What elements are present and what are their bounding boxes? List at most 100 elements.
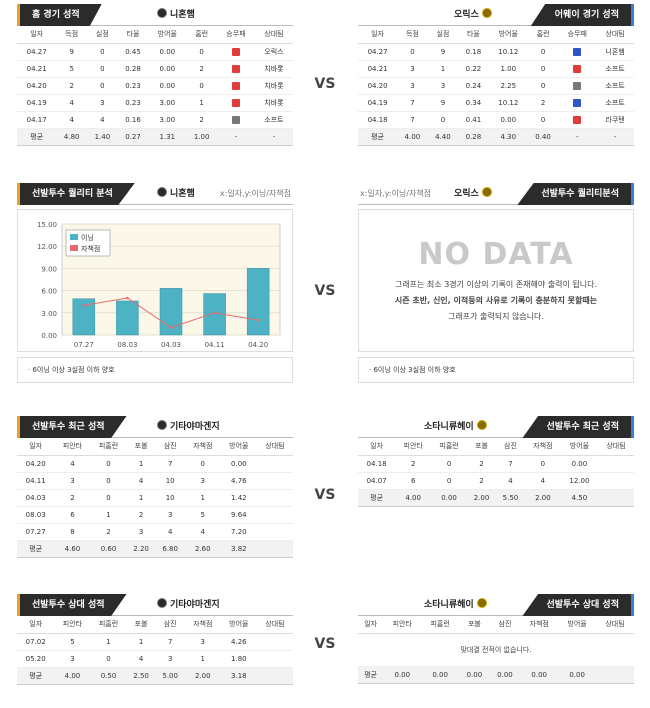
table-cell <box>256 455 293 473</box>
quality-team-label-home: 니혼햄 <box>157 183 195 205</box>
table-cell: 5 <box>184 506 221 524</box>
table-cell: 04.20 <box>17 455 55 473</box>
x-tick-label: 08.03 <box>117 341 137 349</box>
average-cell: 4.00 <box>395 489 432 507</box>
table-cell: 3.00 <box>148 94 187 112</box>
column-header: 득점 <box>397 26 428 44</box>
table-cell: 10.12 <box>488 94 528 112</box>
average-cell: 4.30 <box>488 128 528 146</box>
line-point <box>256 318 260 322</box>
table-cell: 04.17 <box>17 111 57 129</box>
result-badge-icon <box>231 115 240 124</box>
table-cell: 2 <box>126 506 156 524</box>
average-cell: 평균 <box>358 128 398 146</box>
nipponham-logo-icon <box>157 8 167 18</box>
column-header: 상대팀 <box>254 26 293 44</box>
table-cell: 04.20 <box>358 77 398 95</box>
average-cell: 1.00 <box>186 128 217 146</box>
column-header: 승무패 <box>216 26 255 44</box>
legend-label-inning: 이닝 <box>81 233 94 242</box>
table-row: 04.20 3 3 0.24 2.25 0 소프트 <box>358 77 634 95</box>
table-cell <box>256 523 293 541</box>
pitcher-vs-panel-away: 소타니류헤이 선발투수 상대 성적 일자 피안타 피홈런 포볼 삼진 자책점 방어율 상대팀 맞… <box>358 594 634 684</box>
table-cell: 3 <box>54 472 91 490</box>
average-cell: 평균 <box>358 666 384 684</box>
table-cell: 0 <box>427 111 459 129</box>
column-header: 홈런 <box>186 26 217 44</box>
pitcher-recent-table-home: 일자 피안타 피홈런 포볼 삼진 자책점 방어율 상대팀 04.20 4 0 1 7 0 0.00 04.11… <box>17 438 293 558</box>
table-cell: 4 <box>87 111 118 129</box>
column-header: 실점 <box>87 26 118 44</box>
table-cell: 07.02 <box>17 633 55 651</box>
column-header: 방어율 <box>220 616 257 634</box>
table-cell <box>598 472 634 490</box>
nipponham-logo-icon <box>157 598 167 608</box>
table-cell: 0 <box>527 77 559 95</box>
average-cell: 3.18 <box>220 667 257 685</box>
table-cell: 04.18 <box>358 111 398 129</box>
average-cell: 0.00 <box>383 666 422 684</box>
table-cell: 5 <box>56 60 88 78</box>
table-cell: 0.00 <box>488 111 528 129</box>
table-cell: 0.34 <box>458 94 489 112</box>
home-team-label: 니혼햄 <box>157 4 195 26</box>
quality-team-label-away: 오릭스 <box>454 183 495 205</box>
column-header: 피홈런 <box>431 438 468 456</box>
table-cell: 0 <box>186 77 217 95</box>
table-cell: 10 <box>155 472 185 490</box>
table-cell: 2 <box>467 455 496 473</box>
quality-analysis-tab-away: 선발투수 퀄리티분석 <box>517 183 634 205</box>
line-point <box>126 296 129 300</box>
table-cell: 5 <box>54 633 91 651</box>
table-cell: 04.27 <box>17 43 57 61</box>
column-header: 자책점 <box>184 616 221 634</box>
no-data-box: NO DATA 그래프는 최소 3경기 이상의 기록이 존재해야 출력이 됩니다… <box>358 209 634 352</box>
average-cell: 4.00 <box>397 128 428 146</box>
table-cell: 04.21 <box>358 60 398 78</box>
table-cell: 1 <box>126 633 156 651</box>
column-header: 피안타 <box>395 438 432 456</box>
table-row: 07.02 5 1 1 7 3 4.26 <box>17 633 293 651</box>
home-record-tab: 홈 경기 성적 <box>17 4 102 26</box>
table-cell: 0.23 <box>117 77 149 95</box>
average-cell: - <box>596 128 634 146</box>
table-cell: 0 <box>431 472 468 490</box>
column-header: 승무패 <box>558 26 597 44</box>
table-cell: 08.03 <box>17 506 55 524</box>
line-point <box>82 304 86 307</box>
quality-analysis-panel-away: x:일자,y:이닝/자책점 오릭스 선발투수 퀄리티분석 NO DATA 그래프… <box>358 183 634 393</box>
table-cell: 0.28 <box>117 60 149 78</box>
column-header: 일자 <box>358 616 384 634</box>
average-cell: 2.60 <box>184 540 221 558</box>
average-cell: 0.00 <box>558 666 597 684</box>
column-header: 포볼 <box>126 438 156 456</box>
average-cell: 4.80 <box>56 128 88 146</box>
table-cell: 1 <box>90 506 127 524</box>
table-cell: 2 <box>90 523 127 541</box>
pitcher-vs-name-away: 소타니류헤이 <box>424 594 490 616</box>
table-cell: 2 <box>527 94 559 112</box>
table-cell: 0 <box>90 472 127 490</box>
table-cell <box>256 650 293 668</box>
pitcher-vs-table-away: 일자 피안타 피홈런 포볼 삼진 자책점 방어율 상대팀 맞대결 전적이 없습니다. 평균 0.00… <box>358 616 634 684</box>
away-record-panel: 오릭스 어웨이 경기 성적 일자 득점 실점 타율 방어율 홈런 승무패 상대팀 04.27 0 9… <box>358 4 634 146</box>
table-cell: 9 <box>56 43 88 61</box>
average-cell: 평균 <box>17 128 57 146</box>
average-cell: 0.00 <box>520 666 559 684</box>
table-cell: 4.76 <box>220 472 257 490</box>
column-header: 삼진 <box>495 438 525 456</box>
table-row: 08.03 6 1 2 3 5 9.64 <box>17 506 293 524</box>
column-header: 득점 <box>56 26 88 44</box>
column-header: 자책점 <box>524 438 561 456</box>
average-cell: 4.00 <box>54 667 91 685</box>
orix-logo-icon <box>476 598 487 608</box>
table-cell: 9 <box>427 94 459 112</box>
average-cell: - <box>216 128 255 146</box>
vs-label: VS <box>314 283 336 299</box>
average-row: 평균 4.00 0.50 2.50 5.00 2.00 3.18 <box>17 667 293 685</box>
column-header: 일자 <box>17 616 55 634</box>
column-header: 타율 <box>458 26 489 44</box>
vs-label: VS <box>314 76 336 92</box>
column-header: 피안타 <box>383 616 422 634</box>
result-cell <box>216 60 255 78</box>
